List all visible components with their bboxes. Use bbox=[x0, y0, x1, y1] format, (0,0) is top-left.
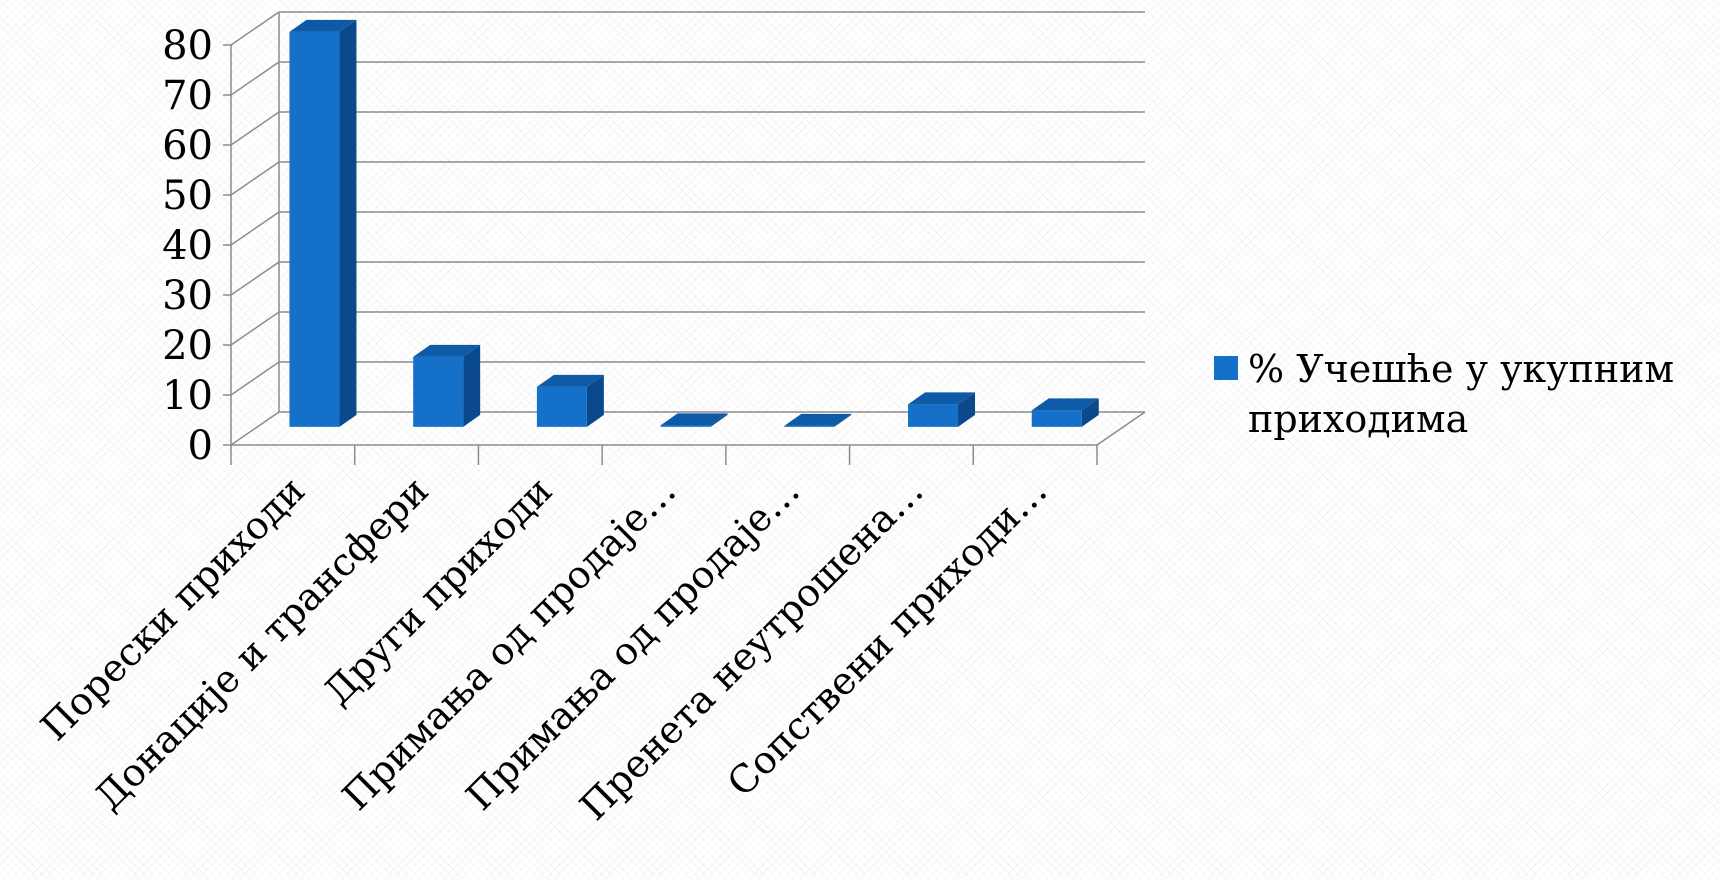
bar-side bbox=[834, 413, 852, 427]
bar-front bbox=[784, 425, 835, 427]
gridlines bbox=[230, 11, 1145, 446]
gridline bbox=[230, 111, 1145, 146]
gridline-depth bbox=[230, 61, 280, 96]
bar-front bbox=[289, 31, 340, 427]
y-tick-label: 80 bbox=[162, 23, 213, 69]
bar-side bbox=[463, 344, 481, 427]
bar bbox=[784, 413, 852, 427]
floor-right-edge bbox=[1096, 411, 1146, 446]
gridline-depth bbox=[230, 11, 280, 46]
bar-front bbox=[413, 356, 464, 427]
bar-front bbox=[536, 386, 587, 427]
bar-top bbox=[413, 344, 481, 357]
gridline bbox=[230, 361, 1145, 396]
axes bbox=[223, 12, 1146, 465]
gridline-depth bbox=[230, 111, 280, 146]
gridline bbox=[230, 211, 1145, 246]
gridline bbox=[230, 161, 1145, 196]
y-tick-label: 70 bbox=[162, 73, 213, 119]
bar-front bbox=[660, 425, 711, 427]
bar bbox=[660, 413, 728, 427]
bar-top bbox=[1031, 398, 1099, 411]
bar-side bbox=[339, 19, 357, 427]
bar bbox=[413, 344, 481, 427]
bar bbox=[289, 19, 357, 427]
gridline-depth bbox=[230, 411, 280, 446]
bar-top bbox=[908, 392, 976, 405]
bar bbox=[1031, 398, 1099, 427]
legend: % Учешће у укупним приходима bbox=[1214, 344, 1694, 444]
bar bbox=[536, 374, 604, 427]
y-tick-label: 30 bbox=[162, 273, 213, 319]
gridline-depth bbox=[230, 261, 280, 296]
bar-top bbox=[536, 374, 604, 387]
y-tick-label: 40 bbox=[162, 223, 213, 269]
y-tick-label: 0 bbox=[188, 423, 213, 469]
gridline bbox=[230, 11, 1145, 46]
gridline bbox=[230, 261, 1145, 296]
bar-top bbox=[289, 19, 357, 32]
bar bbox=[908, 392, 976, 427]
y-tick-label: 10 bbox=[162, 373, 213, 419]
bar-top bbox=[784, 413, 852, 426]
y-tick-label: 20 bbox=[162, 323, 213, 369]
legend-swatch bbox=[1214, 356, 1238, 380]
gridline bbox=[230, 311, 1145, 346]
bar-side bbox=[958, 392, 976, 427]
legend-label: % Учешће у укупним приходима bbox=[1248, 347, 1675, 441]
gridline-depth bbox=[230, 161, 280, 196]
y-tick-label: 50 bbox=[162, 173, 213, 219]
bar-side bbox=[586, 374, 604, 427]
bar-front bbox=[1031, 410, 1082, 427]
gridline-depth bbox=[230, 361, 280, 396]
gridline-depth bbox=[230, 311, 280, 346]
bar-top bbox=[660, 413, 728, 426]
bar-front bbox=[908, 404, 959, 427]
bar-side bbox=[1081, 398, 1099, 427]
gridline-depth bbox=[230, 211, 280, 246]
y-tick-label: 60 bbox=[162, 123, 213, 169]
gridline bbox=[230, 61, 1145, 96]
bar-side bbox=[710, 413, 728, 427]
bars bbox=[289, 19, 1099, 427]
x-tick-label: Други приходи bbox=[315, 468, 560, 713]
